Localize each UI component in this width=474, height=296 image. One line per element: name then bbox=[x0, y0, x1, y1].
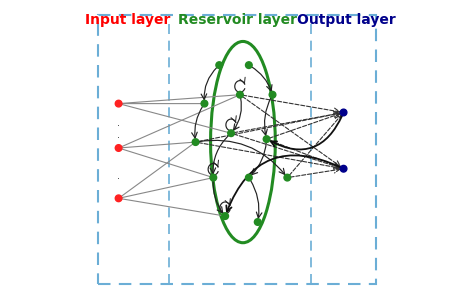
Text: .: . bbox=[117, 118, 120, 128]
Circle shape bbox=[216, 62, 223, 68]
Circle shape bbox=[246, 62, 252, 68]
Text: .: . bbox=[117, 171, 120, 181]
Text: .: . bbox=[117, 130, 120, 140]
Circle shape bbox=[284, 174, 291, 181]
Circle shape bbox=[210, 174, 217, 181]
Circle shape bbox=[340, 165, 347, 172]
Circle shape bbox=[263, 136, 270, 142]
Circle shape bbox=[246, 174, 252, 181]
Circle shape bbox=[237, 91, 243, 98]
Text: Input layer: Input layer bbox=[85, 13, 170, 27]
Circle shape bbox=[115, 195, 122, 202]
Circle shape bbox=[192, 139, 199, 145]
Circle shape bbox=[255, 219, 261, 225]
Text: Reservoir layer: Reservoir layer bbox=[177, 13, 297, 27]
Circle shape bbox=[269, 91, 276, 98]
Circle shape bbox=[340, 109, 347, 116]
Circle shape bbox=[115, 100, 122, 107]
Text: Output layer: Output layer bbox=[297, 13, 396, 27]
Circle shape bbox=[222, 213, 228, 219]
Circle shape bbox=[115, 145, 122, 151]
Circle shape bbox=[201, 100, 208, 107]
Circle shape bbox=[228, 130, 235, 136]
